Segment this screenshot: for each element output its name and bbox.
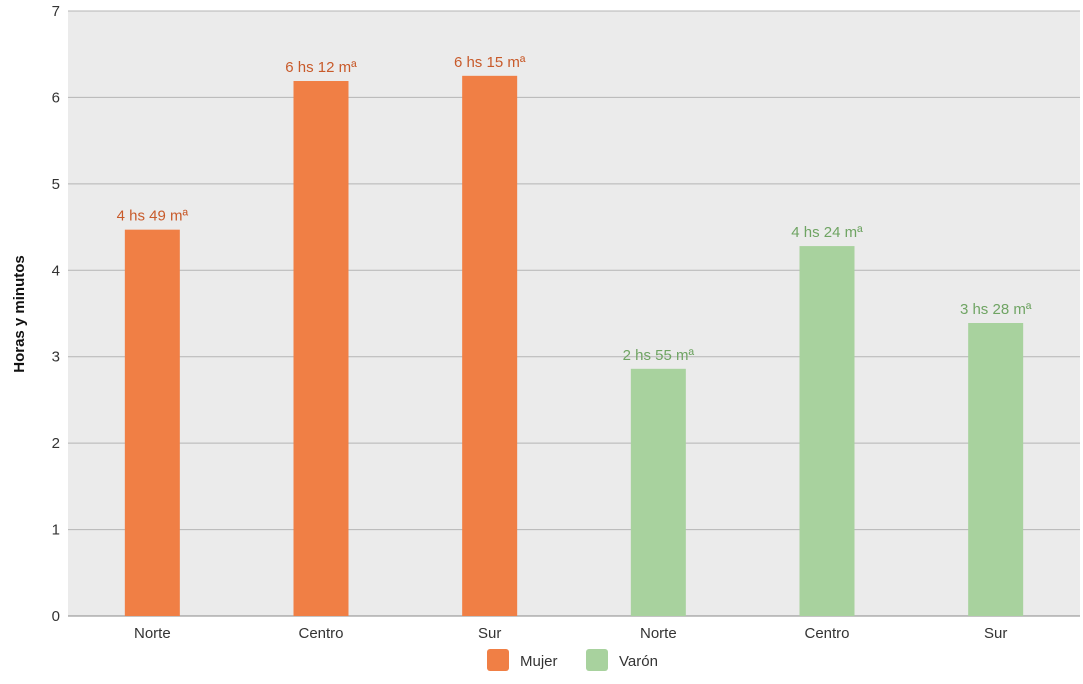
x-tick-label: Norte <box>134 625 171 642</box>
y-tick-label: 0 <box>52 608 60 625</box>
data-label: 6 hs 15 mª <box>454 54 526 71</box>
plot-area <box>68 11 1080 616</box>
legend-swatch <box>586 649 608 671</box>
legend-label: Mujer <box>520 653 558 670</box>
y-tick-label: 1 <box>52 522 60 539</box>
x-tick-label: Centro <box>804 625 849 642</box>
y-tick-label: 6 <box>52 89 60 106</box>
legend: Mujer Varón <box>487 649 658 671</box>
bar <box>630 368 686 616</box>
data-label: 4 hs 49 mª <box>117 208 189 225</box>
y-tick-label: 2 <box>52 435 60 452</box>
legend-swatch <box>487 649 509 671</box>
data-label: 2 hs 55 mª <box>623 347 695 364</box>
y-tick-label: 7 <box>52 3 60 20</box>
y-axis-label: Horas y minutos <box>11 255 28 373</box>
data-label: 6 hs 12 mª <box>285 59 357 76</box>
bar <box>462 75 518 617</box>
data-label: 3 hs 28 mª <box>960 301 1032 318</box>
y-tick-label: 5 <box>52 176 60 193</box>
y-tick-label: 3 <box>52 349 60 366</box>
bars <box>124 75 1024 617</box>
bar <box>799 246 855 617</box>
legend-label: Varón <box>619 653 658 670</box>
x-tick-label: Sur <box>478 625 501 642</box>
x-tick-labels: Norte Centro Sur Norte Centro Sur <box>134 625 1007 642</box>
bar <box>968 323 1024 616</box>
data-labels: 4 hs 49 mª 6 hs 12 mª 6 hs 15 mª 2 hs 55 mª… <box>117 54 1032 364</box>
x-tick-label: Centro <box>298 625 343 642</box>
x-tick-label: Norte <box>640 625 677 642</box>
y-tick-labels: 0 1 2 3 4 5 6 7 <box>52 3 60 625</box>
x-tick-label: Sur <box>984 625 1007 642</box>
bar <box>293 81 349 616</box>
gridlines <box>68 10 1080 617</box>
bar <box>124 229 180 616</box>
y-tick-label: 4 <box>52 262 60 279</box>
data-label: 4 hs 24 mª <box>791 224 863 241</box>
